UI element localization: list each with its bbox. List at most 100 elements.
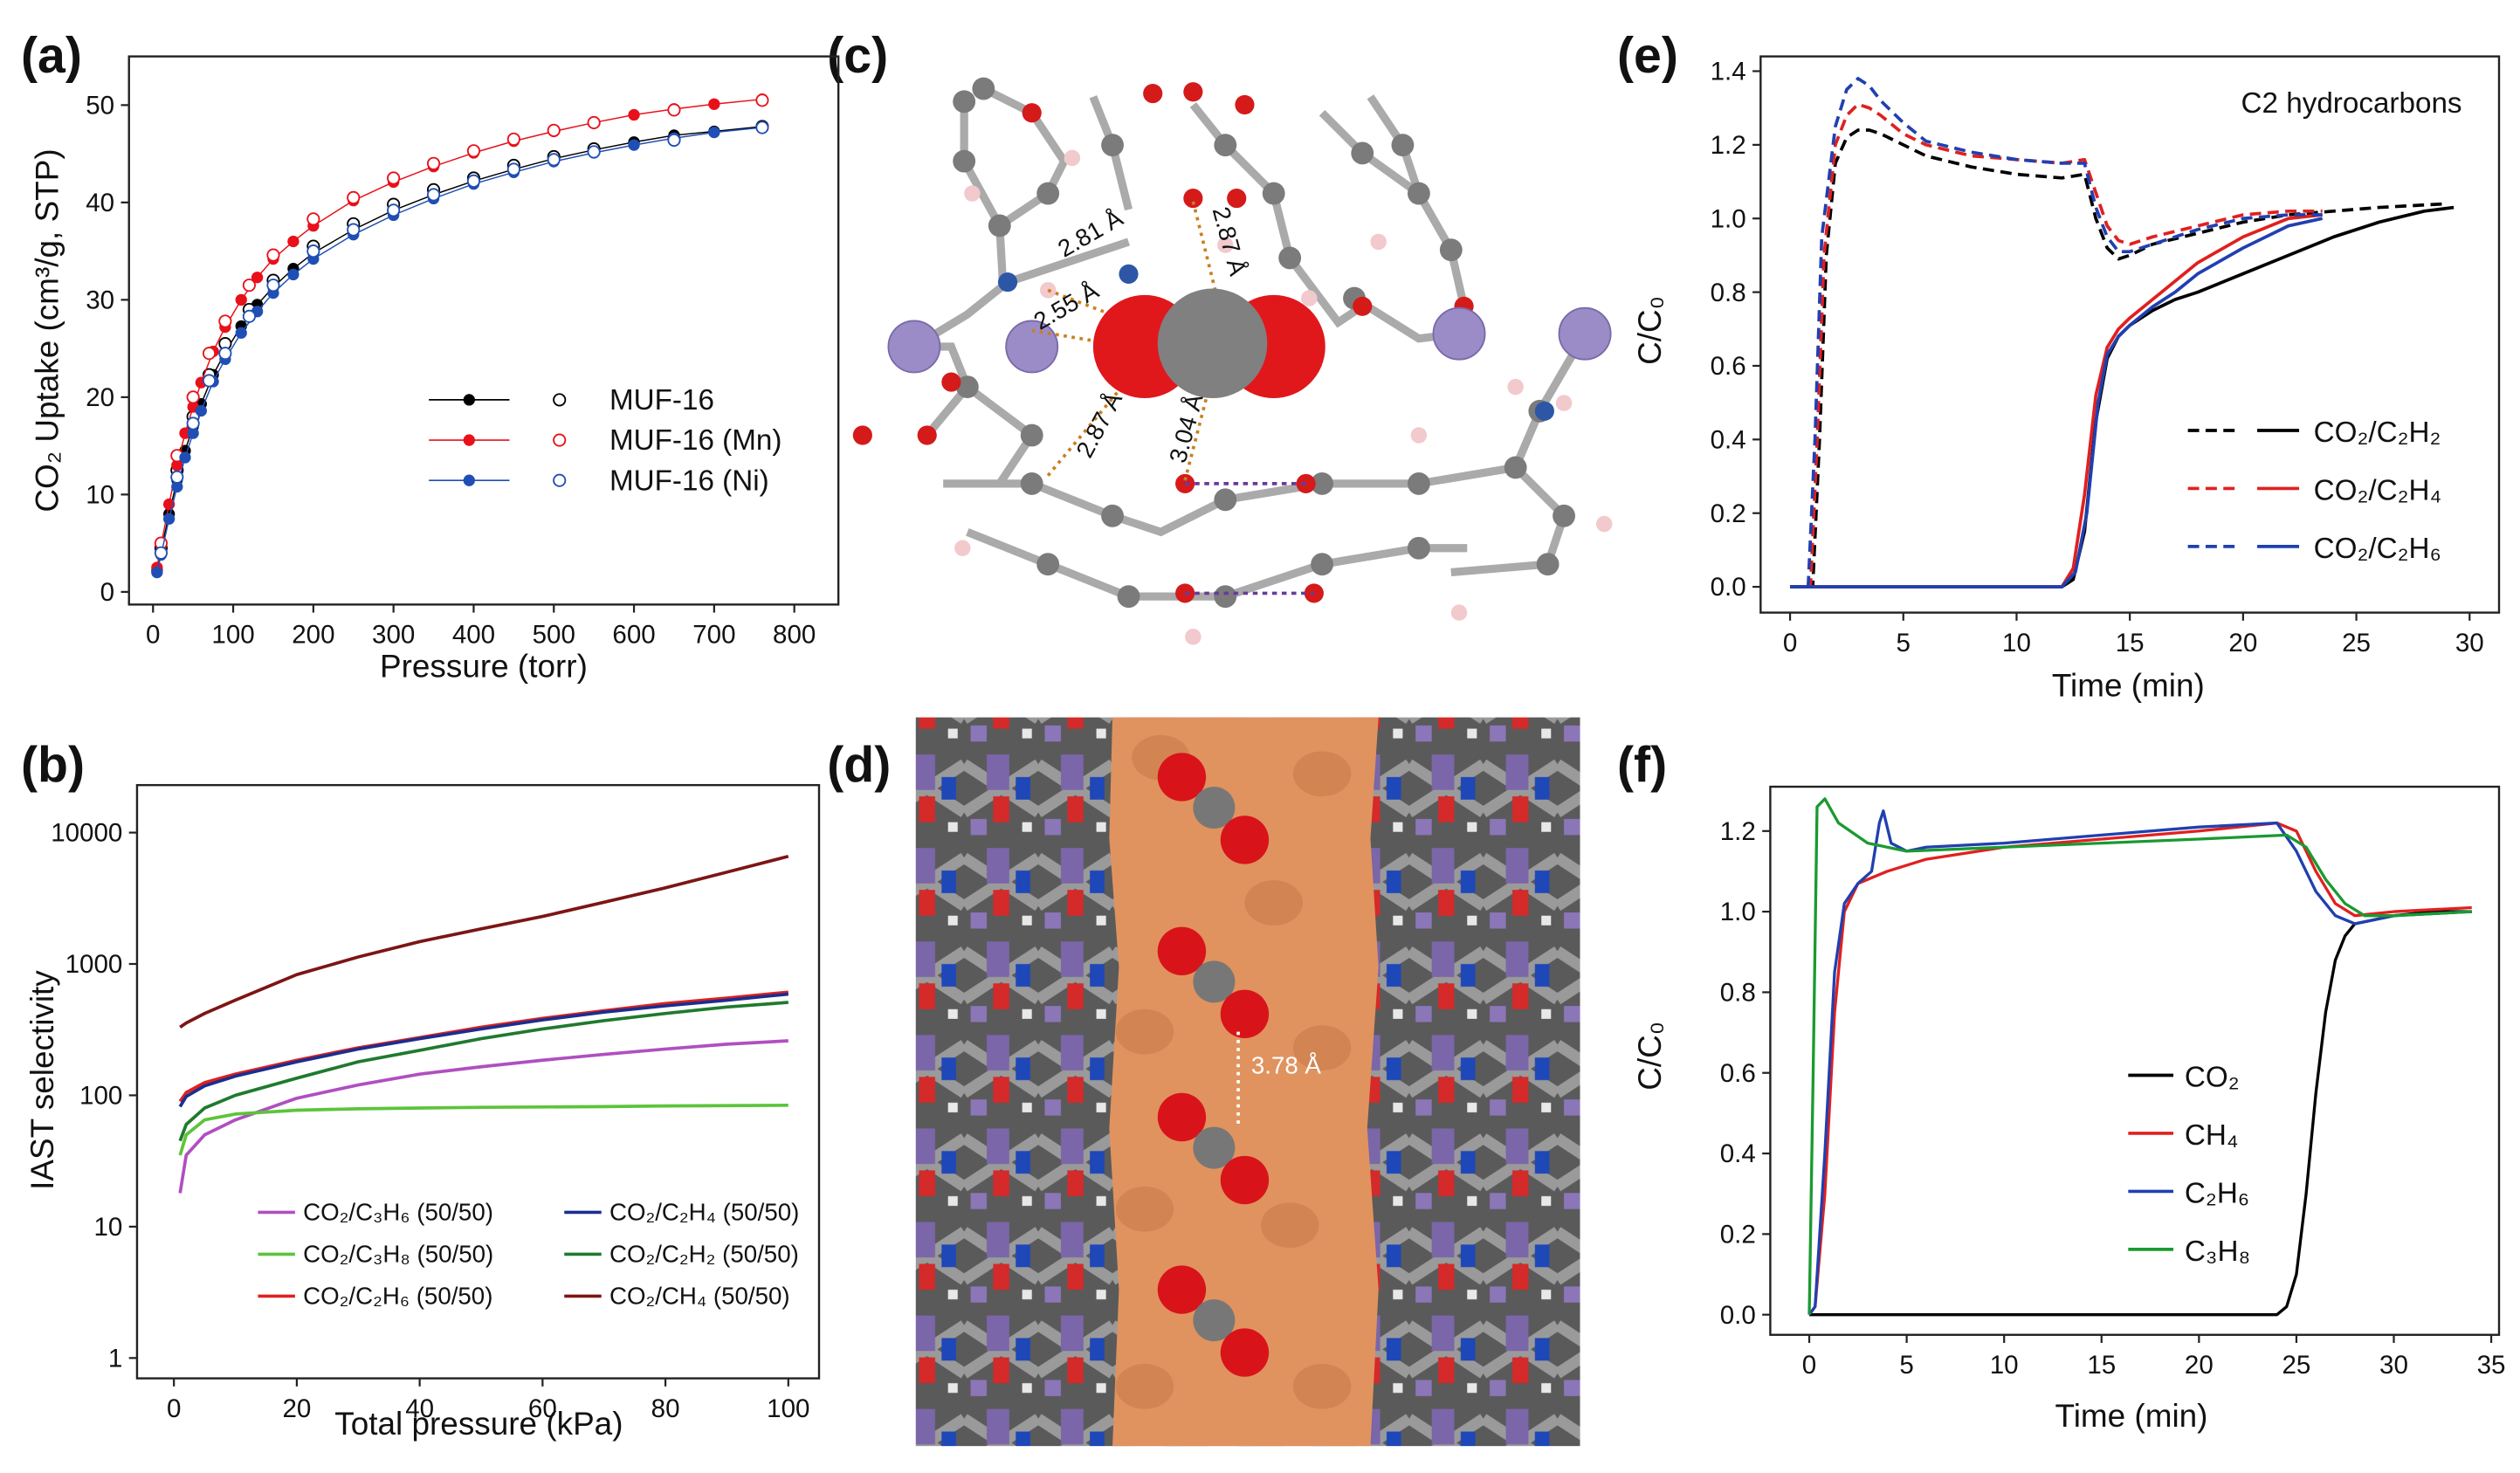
oxygen-atoms — [852, 82, 1474, 603]
y-tick-label: 1 — [108, 1344, 122, 1373]
adsorption-point — [235, 327, 247, 339]
y-tick-label: 1000 — [65, 950, 123, 979]
x-tick-label: 300 — [372, 621, 415, 650]
desorption-point — [218, 347, 232, 361]
desorption-point — [667, 103, 681, 117]
y-tick-label: 10 — [93, 1213, 122, 1242]
data-line — [1809, 910, 2472, 1317]
x-tick-label: 0 — [1783, 629, 1797, 657]
desorption-point — [154, 546, 169, 560]
x-tick-label: 0 — [146, 621, 160, 650]
adsorption-point — [708, 98, 720, 110]
desorption-point — [587, 115, 601, 130]
co2-molecule — [1157, 1265, 1270, 1377]
y-tick-label: 0.0 — [1720, 1301, 1756, 1330]
x-tick-label: 80 — [651, 1394, 680, 1423]
panel-label: (d) — [827, 737, 891, 793]
y-tick-label: 1.4 — [1711, 58, 1746, 86]
adsorption-point — [235, 293, 247, 306]
plot-frame — [1769, 785, 2501, 1336]
hydrogen-atoms — [954, 149, 1613, 645]
legend-marker — [463, 474, 475, 486]
legend-label: CO₂/C₃H₈ (50/50) — [303, 1241, 493, 1268]
legend-label: MUF-16 (Ni) — [609, 465, 769, 497]
co2-molecule — [1157, 753, 1270, 864]
panel-label: (e) — [1617, 28, 1678, 84]
data-line — [1790, 102, 2323, 589]
plot-frame — [135, 783, 821, 1380]
y-tick-label: 0.0 — [1711, 573, 1746, 602]
panel-label: (a) — [21, 28, 82, 84]
desorption-point — [426, 188, 441, 202]
legend-label: CO₂/C₂H₆ (50/50) — [303, 1283, 492, 1310]
data-line — [1790, 77, 2323, 589]
desorption-point — [547, 153, 561, 167]
y-tick-label: 1.0 — [1720, 898, 1756, 926]
x-tick-label: 500 — [533, 621, 575, 650]
desorption-point — [186, 416, 200, 430]
adsorption-point — [171, 459, 183, 471]
desorption-point — [347, 190, 361, 204]
y-tick-label: 10 — [86, 481, 114, 510]
y-tick-label: 0.8 — [1711, 279, 1746, 307]
structure-c: 2.81 Å 2.87 Å 2.55 Å 2.87 Å 3.04 Å (c) — [827, 28, 1613, 645]
x-tick-label: 30 — [2455, 629, 2484, 657]
desorption-point — [202, 374, 217, 388]
adsorption-point — [628, 108, 640, 121]
data-line — [178, 1103, 788, 1156]
desorption-point — [242, 279, 256, 293]
x-tick-label: 100 — [767, 1394, 809, 1423]
y-axis-title: C/C₀ — [1632, 296, 1668, 365]
x-tick-label: 600 — [612, 621, 655, 650]
legend-label: CO₂/C₃H₆ (50/50) — [303, 1199, 493, 1226]
channel-texture — [1115, 734, 1352, 1409]
y-tick-label: 100 — [79, 1082, 122, 1111]
desorption-point — [547, 123, 561, 137]
legend-label: CO₂/C₂H₂ — [2314, 416, 2441, 449]
data-line — [156, 127, 763, 573]
y-tick-label: 40 — [86, 189, 114, 217]
legend-label: CO₂/C₂H₆ — [2314, 533, 2441, 565]
x-tick-label: 0 — [1802, 1351, 1816, 1380]
y-tick-label: 1.2 — [1711, 131, 1746, 160]
desorption-point — [466, 174, 481, 188]
adsorption-point — [171, 480, 183, 493]
x-tick-label: 100 — [211, 621, 254, 650]
legend-marker — [463, 394, 475, 406]
desorption-point — [347, 223, 361, 237]
legend-marker — [553, 433, 567, 447]
adsorption-point — [251, 272, 264, 284]
y-tick-label: 0.2 — [1720, 1221, 1756, 1249]
carbon-atoms — [953, 77, 1575, 609]
y-tick-label: 0.4 — [1711, 425, 1746, 454]
data-line — [179, 854, 789, 1029]
x-tick-label: 5 — [1897, 629, 1911, 657]
data-line — [1807, 797, 2472, 1315]
distance-label: 3.78 Å — [1251, 1052, 1322, 1079]
x-axis-title: Total pressure (kPa) — [334, 1406, 623, 1442]
x-tick-label: 35 — [2477, 1351, 2506, 1380]
legend-label: CO₂/C₂H₄ — [2314, 474, 2441, 506]
x-tick-label: 60 — [528, 1394, 557, 1423]
desorption-point — [387, 203, 401, 217]
x-axis-title: Time (min) — [2055, 1398, 2208, 1434]
hydrogen-bonds — [1185, 482, 1314, 595]
data-line — [1807, 821, 2472, 1316]
x-tick-label: 15 — [2087, 1351, 2116, 1380]
x-tick-label: 10 — [2002, 629, 2031, 657]
distance-label: 2.55 Å — [1029, 277, 1103, 335]
metal-atoms — [887, 306, 1612, 374]
data-line — [1790, 217, 2324, 589]
distance-label: 3.04 Å — [1164, 390, 1208, 465]
desorption-point — [202, 347, 217, 361]
data-line — [178, 992, 789, 1108]
x-tick-label: 5 — [1899, 1351, 1913, 1380]
x-tick-label: 25 — [2282, 1351, 2310, 1380]
legend-label: CO₂ — [2185, 1061, 2240, 1093]
distance-label: 2.87 Å — [1208, 204, 1252, 279]
desorption-point — [306, 244, 320, 258]
desorption-point — [306, 212, 320, 226]
y-tick-label: 0.6 — [1720, 1059, 1756, 1088]
legend-label: CO₂/CH₄ (50/50) — [609, 1283, 790, 1310]
